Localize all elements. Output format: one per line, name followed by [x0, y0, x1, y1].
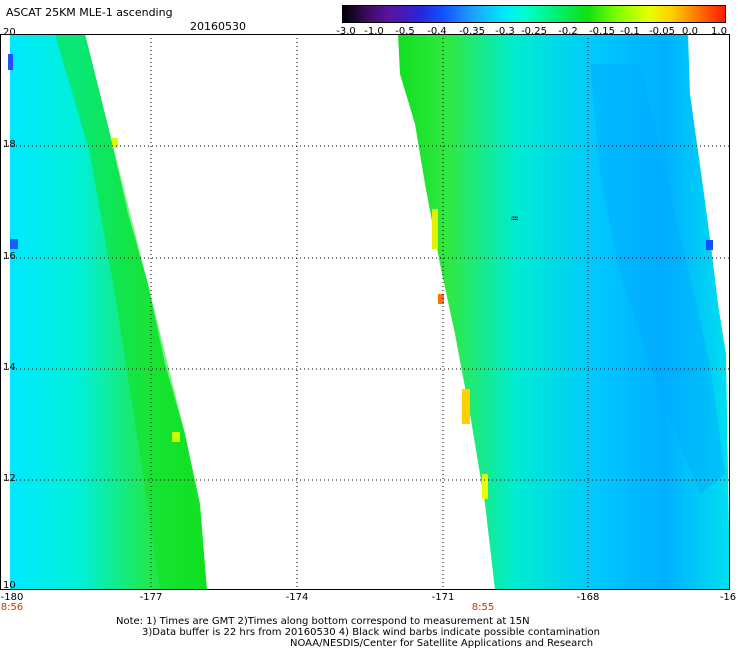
colorbar-tick: -0.4 [427, 26, 447, 37]
colorbar-tick: -0.15 [589, 26, 615, 37]
lat-label: 10 [3, 580, 16, 591]
colorbar-tick: -0.2 [558, 26, 578, 37]
colorbar-tick: -0.05 [649, 26, 675, 37]
lon-label: -16 [719, 592, 737, 603]
lat-label: 14 [3, 362, 16, 373]
lon-label: -168 [576, 592, 600, 603]
lon-label: -177 [139, 592, 163, 603]
lon-label: -180 [0, 592, 24, 603]
lon-label: -171 [431, 592, 455, 603]
pass-time-label: 8:55 [471, 602, 495, 613]
pass-time-label: 8:56 [0, 602, 24, 613]
colorbar [342, 5, 726, 23]
lat-label: 16 [3, 251, 16, 262]
right-swath-yellow-spot [462, 389, 470, 424]
right-swath-blue-band [590, 64, 725, 494]
colorbar-tick: 1.0 [711, 26, 727, 37]
colorbar-tick: -0.35 [459, 26, 485, 37]
lat-label: 12 [3, 473, 16, 484]
right-swath-yellow-spot [482, 474, 488, 499]
wind-barb-marker: ♒ [510, 214, 519, 225]
plot-frame [0, 34, 730, 590]
colorbar-tick: -0.25 [521, 26, 547, 37]
colorbar-tick: -0.1 [620, 26, 640, 37]
left-swath-blue-spot [8, 54, 13, 70]
colorbar-tick: -0.3 [495, 26, 515, 37]
left-swath-blue-spot [10, 239, 18, 249]
map-plot: ♒ [0, 34, 730, 590]
footnote-line: NOAA/NESDIS/Center for Satellite Applica… [290, 638, 594, 649]
lon-label: -174 [285, 592, 309, 603]
right-swath-blue-spot [706, 240, 713, 250]
footnote-line: 3)Data buffer is 22 hrs from 20160530 4)… [142, 627, 600, 638]
right-swath [398, 34, 730, 590]
footnote-line: Note: 1) Times are GMT 2)Times along bot… [116, 616, 530, 627]
colorbar-tick: -1.0 [364, 26, 384, 37]
graticule [0, 34, 730, 590]
left-swath-green-band [55, 34, 207, 590]
product-title: ASCAT 25KM MLE-1 ascending [6, 6, 173, 19]
colorbar-tick: 0.0 [682, 26, 698, 37]
colorbar-tick: -0.5 [395, 26, 415, 37]
right-swath-orange-spot [438, 294, 444, 304]
lat-label: 18 [3, 139, 16, 150]
lat-label: 20 [3, 27, 16, 38]
colorbar-tick: -3.0 [336, 26, 356, 37]
left-swath-yellow-spot [172, 432, 180, 442]
right-swath-yellow-spot [432, 209, 438, 249]
product-date: 20160530 [190, 20, 246, 33]
left-swath-yellow-spot [112, 138, 118, 148]
